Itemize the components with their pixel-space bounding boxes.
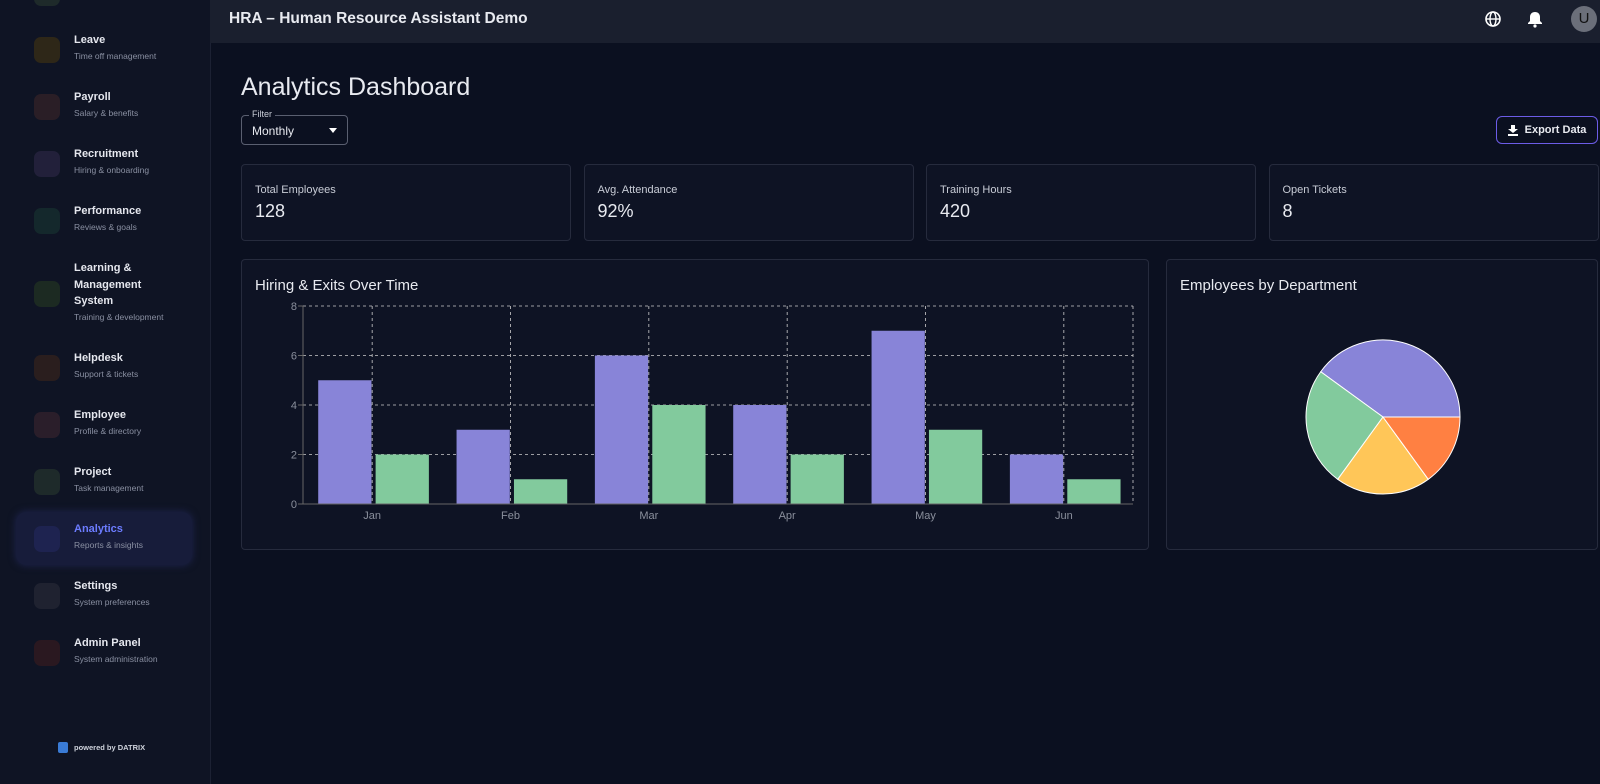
export-label: Export Data <box>1524 124 1587 136</box>
nav-item[interactable]: Project Task management <box>16 455 192 508</box>
footer-logo <box>58 742 68 753</box>
nav-icon <box>34 412 60 438</box>
nav-item[interactable]: Time tracking <box>16 0 192 19</box>
footer-text: powered by DATRIX <box>74 743 146 752</box>
kpi-value: 128 <box>255 201 286 221</box>
nav-title: Employee <box>74 409 126 421</box>
nav-text: Recruitment Hiring & onboarding <box>74 146 164 177</box>
kpi-label: Open Tickets <box>1282 184 1347 196</box>
nav-icon <box>34 355 60 381</box>
nav-subtitle: System preferences <box>74 596 150 607</box>
nav-subtitle: Reports & insights <box>74 539 143 550</box>
nav-icon <box>34 526 60 552</box>
nav-text: Payroll Salary & benefits <box>74 89 164 120</box>
kpi-value: 420 <box>940 201 971 221</box>
nav-title: Leave <box>74 34 106 46</box>
nav-icon <box>34 281 60 307</box>
nav-icon <box>34 208 60 234</box>
nav-icon <box>34 37 60 63</box>
nav-title: Project <box>74 466 112 478</box>
nav-text: Project Task management <box>74 464 164 495</box>
nav-text: Helpdesk Support & tickets <box>74 350 164 381</box>
kpi-label: Training Hours <box>940 184 1012 196</box>
nav-subtitle: Hiring & onboarding <box>74 164 150 175</box>
nav-subtitle: Time off management <box>74 50 157 61</box>
nav-text: Analytics Reports & insights <box>74 521 164 552</box>
pie-card <box>1166 259 1598 550</box>
page-title: Analytics Dashboard <box>241 73 471 101</box>
nav-icon <box>34 583 60 609</box>
nav-text: Settings System preferences <box>74 578 164 609</box>
bar-card <box>241 259 1149 550</box>
nav-subtitle: System administration <box>74 653 158 664</box>
kpi-card: Total Employees 128 <box>241 164 571 241</box>
nav-subtitle: Reviews & goals <box>74 221 137 232</box>
nav-title: Performance <box>74 205 142 217</box>
nav-text: Performance Reviews & goals <box>74 203 164 234</box>
footer: powered by DATRIX <box>58 742 145 753</box>
nav-text: Learning & Management System Training & d… <box>74 260 164 324</box>
kpi-value: 92% <box>597 201 634 221</box>
export-button[interactable]: Export Data <box>1496 116 1598 144</box>
filter-label: Filter <box>249 109 275 119</box>
kpi-card: Training Hours 420 <box>926 164 1256 241</box>
nav-icon <box>34 151 60 177</box>
nav-item[interactable]: Admin Panel System administration <box>16 626 192 679</box>
notification-icon[interactable] <box>1527 10 1543 28</box>
nav-item[interactable]: Settings System preferences <box>16 569 192 622</box>
nav-title: Analytics <box>74 523 123 535</box>
nav-title: Learning & Management System <box>74 262 142 307</box>
nav-item[interactable]: Recruitment Hiring & onboarding <box>16 137 192 190</box>
language-icon[interactable] <box>1484 10 1502 28</box>
nav-title: Payroll <box>74 91 111 103</box>
nav-item[interactable]: Payroll Salary & benefits <box>16 80 192 133</box>
kpi-card: Avg. Attendance 92% <box>583 164 914 241</box>
nav-item[interactable]: Helpdesk Support & tickets <box>16 341 192 394</box>
nav-title: Helpdesk <box>74 352 123 364</box>
nav-title: Settings <box>74 580 118 592</box>
nav-subtitle: Support & tickets <box>74 368 139 379</box>
nav-item[interactable]: Learning & Management System Training & d… <box>16 251 192 337</box>
nav-subtitle: Task management <box>74 482 144 493</box>
avatar[interactable]: U <box>1571 6 1597 32</box>
kpi-card: Open Tickets 8 <box>1268 164 1599 241</box>
kpi-label: Total Employees <box>255 184 336 196</box>
dropdown-arrow <box>329 128 337 133</box>
nav-icon <box>34 469 60 495</box>
filter-value: Monthly <box>252 124 295 138</box>
download-icon <box>1507 124 1518 136</box>
nav-subtitle: Salary & benefits <box>74 107 139 118</box>
nav-item[interactable]: Employee Profile & directory <box>16 398 192 451</box>
nav-subtitle: Training & development <box>74 311 164 322</box>
kpi-label: Avg. Attendance <box>597 184 678 196</box>
nav-text: Leave Time off management <box>74 32 164 63</box>
nav-text: Employee Profile & directory <box>74 407 164 438</box>
filter-select[interactable]: Filter Monthly <box>241 109 348 145</box>
nav-icon <box>34 94 60 120</box>
sidebar: Time tracking Leave Time off management Pay… <box>0 0 211 784</box>
nav-title: Recruitment <box>74 148 139 160</box>
nav-icon <box>34 640 60 666</box>
app-title: HRA – Human Resource Assistant Demo <box>229 10 528 27</box>
nav-item[interactable]: Performance Reviews & goals <box>16 194 192 247</box>
header: HRA – Human Resource Assistant Demo U <box>210 0 1600 43</box>
nav-icon <box>34 0 60 6</box>
nav-subtitle: Profile & directory <box>74 425 142 436</box>
nav-item[interactable]: Analytics Reports & insights <box>16 512 192 565</box>
nav-item[interactable]: Leave Time off management <box>16 23 192 76</box>
kpi-value: 8 <box>1282 201 1293 221</box>
nav-title: Admin Panel <box>74 637 141 649</box>
nav-text: Admin Panel System administration <box>74 635 164 666</box>
